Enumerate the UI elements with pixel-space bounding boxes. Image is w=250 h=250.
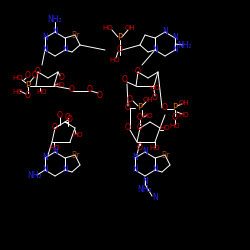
Text: Br: Br	[71, 150, 79, 160]
Text: P: P	[138, 104, 142, 112]
Text: HO: HO	[73, 132, 83, 138]
Text: O: O	[59, 74, 65, 82]
Text: O: O	[117, 46, 123, 54]
Text: O: O	[25, 90, 31, 100]
Text: NH₂: NH₂	[178, 40, 192, 50]
Text: N: N	[62, 166, 68, 174]
Text: O: O	[65, 114, 71, 122]
Text: P: P	[172, 104, 178, 112]
Text: OH: OH	[125, 25, 135, 31]
Text: O: O	[25, 70, 31, 80]
Text: P: P	[118, 34, 122, 42]
Text: N: N	[142, 148, 148, 156]
Text: N: N	[152, 166, 158, 174]
Text: HO: HO	[13, 75, 23, 81]
Text: O: O	[125, 104, 131, 112]
Text: N: N	[152, 46, 158, 54]
Text: O: O	[52, 124, 58, 132]
Text: HO: HO	[150, 145, 160, 151]
Text: N: N	[42, 46, 48, 54]
Text: O: O	[137, 124, 143, 132]
Text: Br: Br	[161, 150, 169, 160]
Text: O: O	[97, 90, 103, 100]
Text: HO: HO	[50, 145, 60, 151]
Text: O: O	[32, 70, 38, 80]
Text: O: O	[152, 94, 158, 102]
Text: HO: HO	[55, 82, 65, 88]
Text: O: O	[69, 86, 75, 94]
Text: N: N	[62, 46, 68, 54]
Text: N: N	[162, 28, 168, 36]
Text: O: O	[125, 124, 131, 132]
Text: N: N	[42, 34, 48, 42]
Text: P: P	[26, 80, 30, 90]
Text: N: N	[42, 166, 48, 174]
Text: N: N	[152, 194, 158, 202]
Text: N: N	[172, 34, 178, 42]
Text: HO: HO	[179, 112, 189, 118]
Text: O: O	[162, 104, 168, 112]
Text: N: N	[132, 154, 138, 162]
Text: OH: OH	[143, 97, 153, 103]
Text: O: O	[137, 144, 143, 152]
Text: NH₂: NH₂	[138, 186, 152, 194]
Text: HO: HO	[13, 89, 23, 95]
Text: O: O	[172, 114, 178, 122]
Text: HO: HO	[170, 123, 180, 129]
Text: O: O	[122, 76, 128, 84]
Text: N: N	[132, 166, 138, 174]
Text: N: N	[142, 178, 148, 186]
Text: HO: HO	[110, 57, 120, 63]
Text: HO: HO	[103, 25, 113, 31]
Text: Br: Br	[71, 30, 79, 40]
Text: OH: OH	[179, 100, 189, 106]
Text: N: N	[52, 28, 58, 36]
Text: N: N	[42, 154, 48, 162]
Text: O: O	[35, 68, 41, 76]
Text: O: O	[137, 114, 143, 122]
Text: O: O	[87, 86, 93, 94]
Text: O: O	[127, 96, 133, 104]
Text: HO: HO	[143, 113, 153, 119]
Text: NH₂: NH₂	[48, 16, 62, 24]
Text: NH₂: NH₂	[28, 170, 42, 179]
Text: N: N	[172, 46, 178, 54]
Text: N: N	[52, 148, 58, 156]
Text: O: O	[135, 68, 141, 76]
Text: HO: HO	[160, 125, 170, 131]
Text: HO: HO	[150, 85, 160, 91]
Text: O: O	[67, 116, 73, 124]
Text: HO: HO	[37, 89, 47, 95]
Text: O: O	[57, 110, 63, 120]
